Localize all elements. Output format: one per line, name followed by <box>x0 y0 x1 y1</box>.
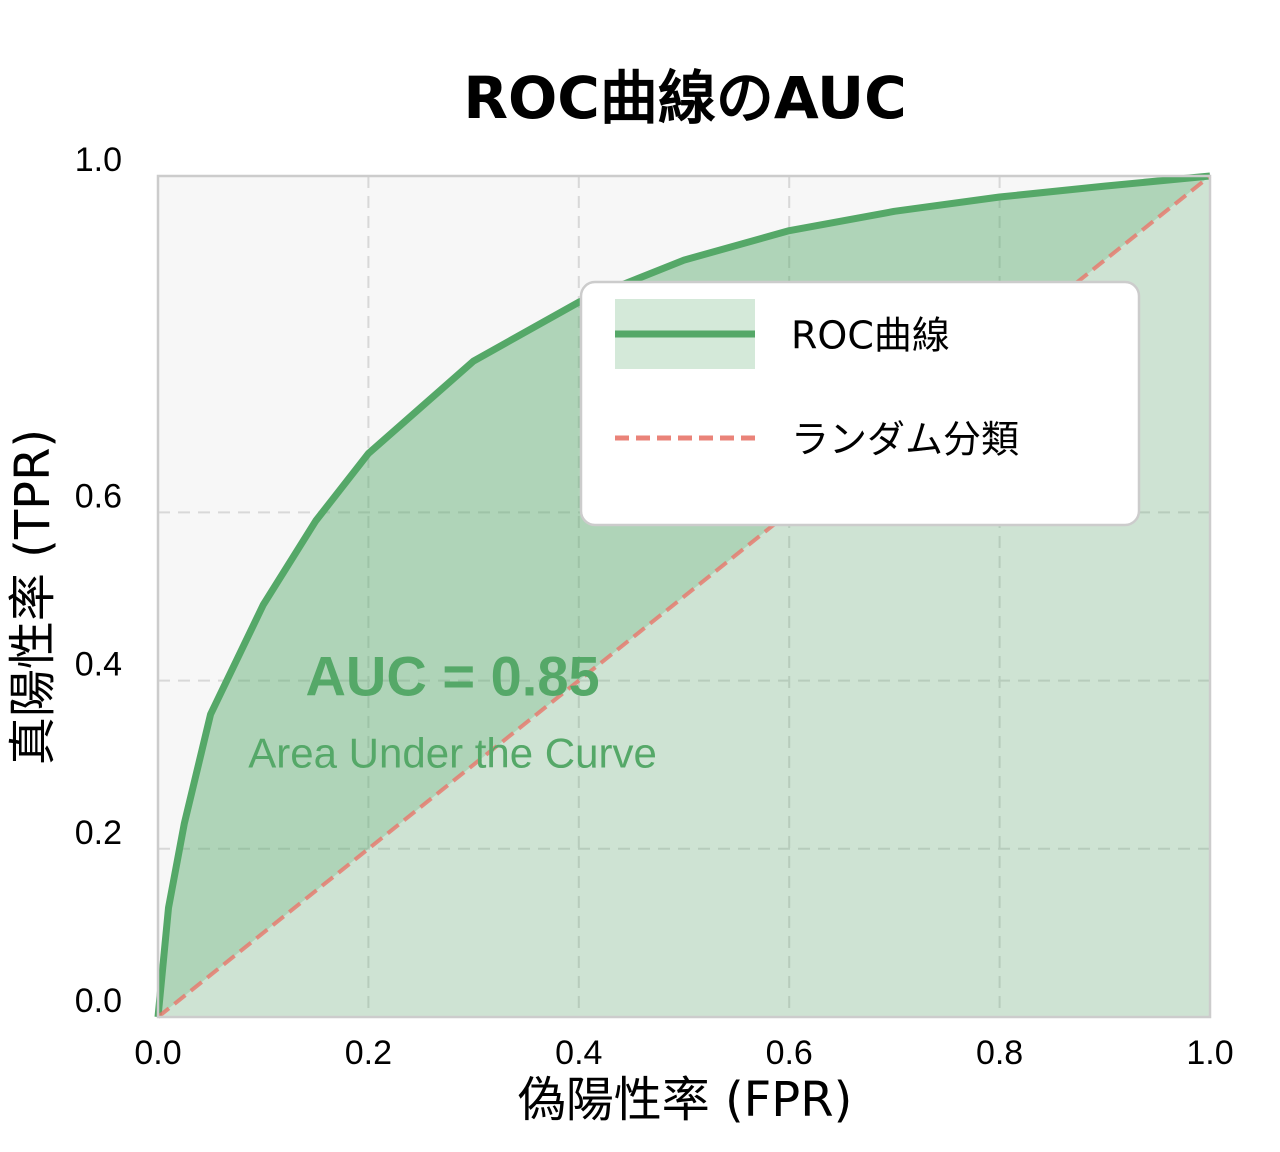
y-tick-label: 0.2 <box>75 814 122 852</box>
legend-label: ROC曲線 <box>791 314 950 358</box>
x-axis-label: 偽陽性率 (FPR) <box>518 1072 853 1128</box>
y-tick-label: 0.0 <box>75 982 122 1020</box>
chart-title: ROC曲線のAUC <box>463 64 906 132</box>
plot-frame <box>156 174 1212 1019</box>
annotation: Area Under the Curve <box>248 729 657 776</box>
y-tick-label: 0.6 <box>75 477 122 515</box>
y-tick-label: 1.0 <box>75 141 122 179</box>
x-tick-label: 0.2 <box>345 1034 392 1072</box>
x-tick-label: 0.6 <box>766 1034 813 1072</box>
y-axis-label: 真陽性率 (TPR) <box>5 429 61 765</box>
x-tick-label: 0.4 <box>555 1034 602 1072</box>
x-tick-label: 0.8 <box>976 1034 1023 1072</box>
y-tick-label: 0.4 <box>75 646 122 684</box>
legend-box <box>579 280 1141 527</box>
annotation: AUC = 0.85 <box>305 644 599 707</box>
legend-label: ランダム分類 <box>791 418 1019 462</box>
roc-line <box>154 172 1211 1018</box>
x-tick-label: 1.0 <box>1186 1034 1233 1072</box>
x-tick-label: 0.0 <box>134 1034 181 1072</box>
